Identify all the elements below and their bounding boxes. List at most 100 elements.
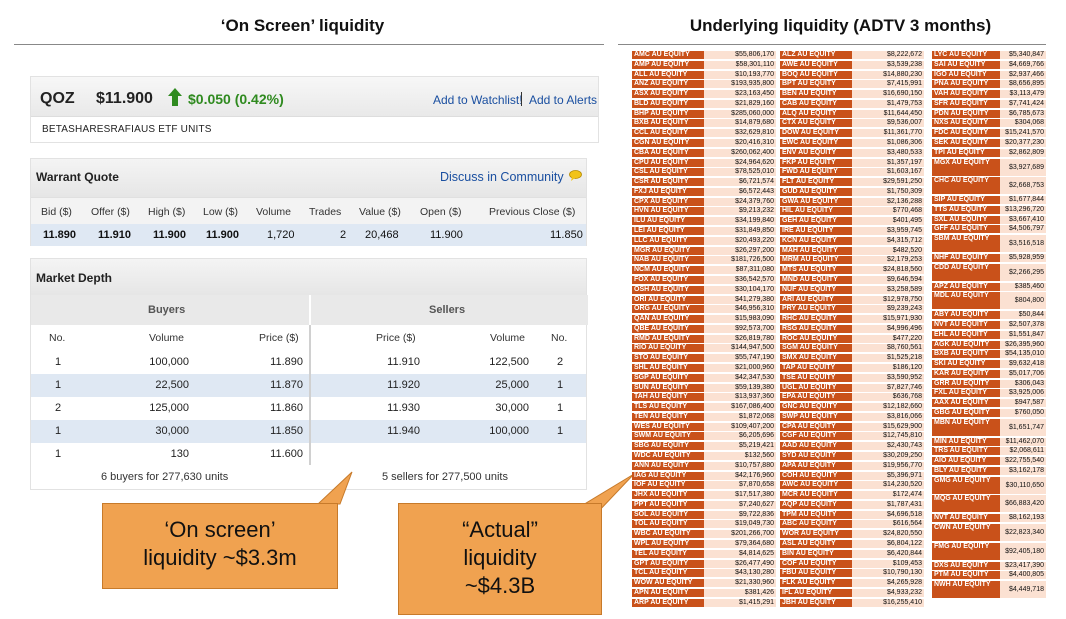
adtv-value-cell: $15,971,930	[852, 315, 924, 324]
ticker-cell: CPU AU EQUITY	[632, 158, 704, 167]
adtv-value-cell: $1,787,431	[852, 500, 924, 509]
adtv-value-cell: $167,086,400	[704, 403, 776, 412]
ticker-cell: WBC AU EQUITY	[632, 530, 704, 539]
adtv-value-cell: $3,480,533	[852, 148, 924, 157]
ticker-cell: BOQ AU EQUITY	[780, 70, 852, 79]
ticker-cell: ABC AU EQUITY	[780, 520, 852, 529]
ticker-cell: CTX AU EQUITY	[780, 119, 852, 128]
market-depth-column-headers: No. Volume Price ($) Price ($) Volume No…	[31, 327, 588, 351]
adtv-value-cell: $50,844	[1000, 311, 1046, 320]
adtv-value-cell: $19,956,770	[852, 461, 924, 470]
buyers-sellers-divider	[309, 325, 311, 465]
adtv-value-cell: $12,182,660	[852, 403, 924, 412]
adtv-value-cell: $3,959,745	[852, 227, 924, 236]
ticker-cell: SYD AU EQUITY	[780, 451, 852, 460]
ticker-cell: NUF AU EQUITY	[780, 285, 852, 294]
value-value: 20,468	[365, 229, 399, 241]
adtv-value-cell: $14,879,680	[704, 119, 776, 128]
ticker-cell: SOL AU EQUITY	[632, 510, 704, 519]
ticker-cell: CPA AU EQUITY	[780, 422, 852, 431]
ticker-cell: SMX AU EQUITY	[780, 354, 852, 363]
ticker-cell: BHP AU EQUITY	[632, 109, 704, 118]
ticker-cell: SUN AU EQUITY	[632, 383, 704, 392]
adtv-value-cell: $15,629,900	[852, 422, 924, 431]
volume-value: 1,720	[267, 229, 295, 241]
sell-volume: 30,000	[495, 402, 529, 414]
sell-price: 11.930	[387, 402, 420, 414]
adtv-value-cell: $78,525,010	[704, 168, 776, 177]
adtv-table: AMC AU EQUITY $55,806,170 AMP AU EQUITY $58…	[632, 51, 1046, 611]
adtv-value-cell: $1,872,068	[704, 412, 776, 421]
ticker-cell: NVT AU EQUITY	[932, 514, 1000, 523]
ticker-cell: CSR AU EQUITY	[632, 178, 704, 187]
ticker-cell: TSE AU EQUITY	[780, 373, 852, 382]
offer-value: 11.910	[98, 229, 132, 241]
depth-row: 2 125,000 11.860 11.930 30,000 1	[31, 397, 586, 420]
ticker-cell: GMG AU EQUITY	[932, 476, 1000, 494]
adtv-value-cell: $54,135,010	[1000, 350, 1046, 359]
warrant-quote-header: Warrant Quote Discuss in Community	[31, 159, 586, 197]
buy-price: 11.870	[270, 379, 303, 391]
adtv-value-cell: $12,978,750	[852, 295, 924, 304]
adtv-value-cell: $43,130,280	[704, 569, 776, 578]
col-offer: Offer ($)	[91, 206, 130, 218]
ticker-cell: NVT AU EQUITY	[932, 320, 1000, 329]
add-to-alerts-link[interactable]: Add to Alerts	[529, 93, 598, 107]
ticker-cell: CCL AU EQUITY	[632, 129, 704, 138]
ticker-cell: CWN AU EQUITY	[932, 523, 1000, 541]
adtv-value-cell: $1,415,291	[704, 598, 776, 607]
right-divider	[618, 44, 1046, 45]
adtv-value-cell: $2,179,253	[852, 256, 924, 265]
ticker-cell: QAN AU EQUITY	[632, 315, 704, 324]
adtv-value-cell: $2,068,611	[1000, 447, 1046, 456]
adtv-value-cell: $5,396,971	[852, 471, 924, 480]
ticker-cell: ALQ AU EQUITY	[780, 109, 852, 118]
actual-callout-line-3: ~$4.3B	[464, 573, 536, 598]
ticker-cell: AMC AU EQUITY	[632, 51, 704, 59]
ticker-cell: NCM AU EQUITY	[632, 266, 704, 275]
speech-bubble-icon[interactable]	[569, 170, 582, 181]
ticker-cell: CDD AU EQUITY	[932, 263, 1000, 281]
adtv-value-cell: $8,222,672	[852, 51, 924, 59]
adtv-value-cell: $6,572,443	[704, 187, 776, 196]
adtv-value-cell: $55,747,190	[704, 354, 776, 363]
adtv-value-cell: $1,525,218	[852, 354, 924, 363]
ticker-cell: TAH AU EQUITY	[632, 393, 704, 402]
adtv-value-cell: $181,726,500	[704, 256, 776, 265]
discuss-in-community-link[interactable]: Discuss in Community	[440, 170, 564, 184]
ticker-cell: GNC AU EQUITY	[780, 403, 852, 412]
adtv-value-cell: $5,017,706	[1000, 369, 1046, 378]
col-open: Open ($)	[420, 206, 462, 218]
warrant-quote-panel: Warrant Quote Discuss in Community Bid (…	[30, 158, 587, 246]
up-arrow-icon	[168, 88, 182, 106]
ticker-cell: MQG AU EQUITY	[932, 495, 1000, 513]
ticker-cell: PPT AU EQUITY	[632, 500, 704, 509]
adtv-value-cell: $109,453	[852, 559, 924, 568]
ticker-cell: STO AU EQUITY	[632, 354, 704, 363]
adtv-value-cell: $10,193,770	[704, 70, 776, 79]
col-buy-price: Price ($)	[259, 332, 299, 344]
ticker-cell: SBG AU EQUITY	[632, 442, 704, 451]
adtv-value-cell: $92,573,700	[704, 324, 776, 333]
adtv-value-cell: $1,479,753	[852, 99, 924, 108]
sell-volume: 100,000	[489, 425, 529, 437]
add-to-watchlist-link[interactable]: Add to Watchlist!	[433, 93, 523, 107]
adtv-value-cell: $1,677,844	[1000, 196, 1046, 205]
ticker-cell: UGL AU EQUITY	[780, 383, 852, 392]
adtv-value-cell: $2,136,288	[852, 197, 924, 206]
ticker-cell: TPI AU EQUITY	[932, 148, 1000, 157]
ticker-cell: BXB AU EQUITY	[632, 119, 704, 128]
adtv-value-cell: $4,933,232	[852, 588, 924, 597]
adtv-value-cell: $306,043	[1000, 379, 1046, 388]
ticker-cell: ENV AU EQUITY	[780, 148, 852, 157]
ticker-cell: JHX AU EQUITY	[632, 491, 704, 500]
ticker-cell: DXS AU EQUITY	[932, 561, 1000, 570]
adtv-value-cell: $2,507,378	[1000, 320, 1046, 329]
adtv-value-cell: $11,361,770	[852, 129, 924, 138]
ticker-cell: ALL AU EQUITY	[632, 70, 704, 79]
adtv-value-cell: $26,819,780	[704, 334, 776, 343]
adtv-value-cell: $9,213,232	[704, 207, 776, 216]
ticker-cell: SWM AU EQUITY	[632, 432, 704, 441]
ticker-cell: MGX AU EQUITY	[932, 158, 1000, 176]
adtv-value-cell: $5,928,959	[1000, 254, 1046, 263]
